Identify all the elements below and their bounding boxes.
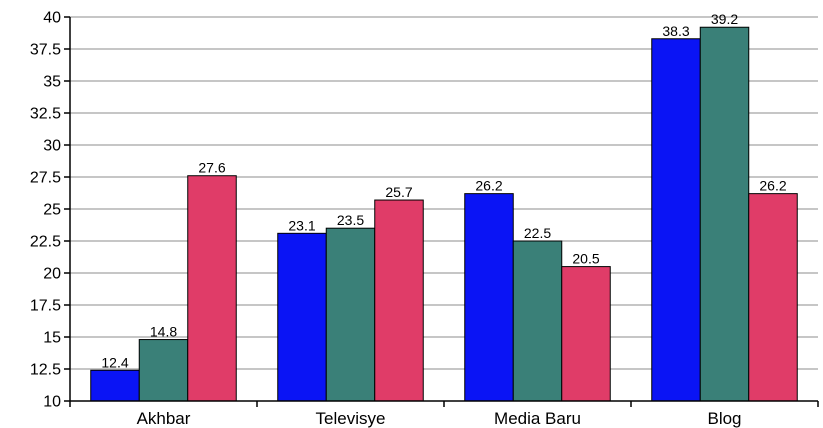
y-tick-label: 27.5 — [30, 170, 61, 187]
bar — [325, 227, 376, 402]
bar — [561, 266, 611, 402]
bar — [277, 232, 327, 402]
data-label: 12.4 — [101, 354, 128, 370]
bar — [90, 369, 140, 402]
x-category-label: Media Baru — [494, 409, 581, 428]
data-label: 27.6 — [198, 160, 225, 176]
data-label: 14.8 — [150, 324, 177, 340]
data-label: 23.1 — [288, 217, 315, 233]
labels: 10 12.5 15 17.5 20 22.5 25 27.5 30 32.5 35 37.5 40 12… — [30, 10, 787, 428]
data-label: 38.3 — [662, 23, 689, 39]
axes — [64, 16, 819, 407]
y-tick-label: 17.5 — [30, 298, 61, 315]
bar — [374, 199, 424, 402]
data-label: 26.2 — [759, 178, 786, 194]
data-label: 23.5 — [337, 212, 364, 228]
x-category-label: Televisye — [316, 409, 386, 428]
bar — [464, 193, 514, 402]
data-label: 20.5 — [572, 251, 599, 267]
data-label: 39.2 — [711, 11, 738, 27]
x-category-label: Blog — [707, 409, 741, 428]
data-label: 22.5 — [524, 225, 551, 241]
bar — [748, 193, 798, 402]
data-label: 25.7 — [385, 184, 412, 200]
bar — [138, 339, 189, 402]
bars — [90, 26, 798, 402]
bar — [699, 26, 750, 402]
y-tick-label: 22.5 — [30, 234, 61, 251]
y-tick-label: 10 — [43, 394, 61, 411]
y-tick-label: 37.5 — [30, 42, 61, 59]
y-tick-label: 15 — [43, 330, 61, 347]
y-tick-label: 32.5 — [30, 106, 61, 123]
bar — [187, 175, 237, 402]
y-tick-label: 25 — [43, 202, 61, 219]
y-tick-label: 35 — [43, 74, 61, 91]
data-label: 26.2 — [475, 178, 502, 194]
y-tick-label: 12.5 — [30, 362, 61, 379]
x-category-label: Akhbar — [137, 409, 191, 428]
bar — [512, 240, 563, 402]
y-tick-label: 30 — [43, 138, 61, 155]
y-tick-label: 20 — [43, 266, 61, 283]
y-tick-label: 40 — [43, 10, 61, 27]
bar — [651, 38, 701, 402]
